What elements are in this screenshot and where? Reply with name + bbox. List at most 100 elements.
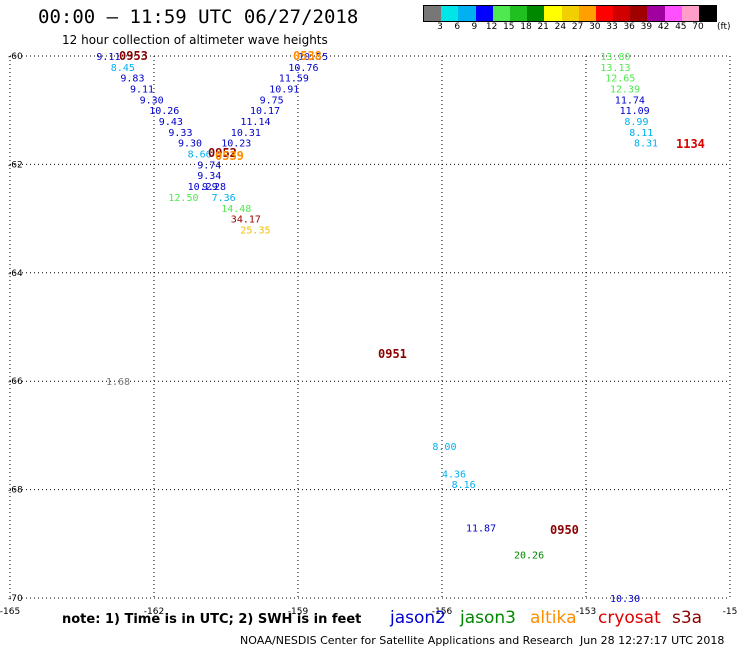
wave-height-value: 12.50 (168, 193, 198, 204)
scale-swatch (475, 6, 493, 21)
wave-height-value: 10.76 (288, 63, 318, 74)
scale-label: 45 (675, 22, 687, 32)
y-tick-label: -64 (8, 269, 23, 279)
wave-height-value: 20.26 (514, 551, 544, 562)
scale-swatch (664, 6, 682, 21)
y-tick-label: -62 (8, 160, 23, 170)
scale-swatch (681, 6, 699, 21)
scale-swatch (699, 6, 717, 21)
scale-label: 21 (537, 22, 549, 32)
scale-swatch (458, 6, 476, 21)
wave-height-value: 11.87 (466, 524, 496, 535)
pass-time-label: 0952 (208, 146, 237, 160)
y-tick-label: -68 (8, 486, 23, 496)
x-tick-label: -153 (576, 607, 596, 617)
scale-swatch (509, 6, 528, 21)
pass-time-label: 0951 (378, 347, 407, 361)
wave-height-value: 10.31 (231, 128, 261, 139)
scale-label: 12 (485, 22, 498, 32)
wave-height-value: 9.30 (140, 95, 164, 106)
wave-height-value: 10.55 (298, 52, 328, 63)
wave-height-value: 1.68 (106, 377, 130, 388)
scale-label: 15 (503, 22, 515, 32)
scale-swatch (578, 6, 596, 21)
page-subtitle: 12 hour collection of altimeter wave hei… (62, 33, 328, 47)
wave-height-value: 12.39 (610, 85, 640, 96)
scale-label: 33 (606, 22, 618, 32)
wave-height-value: 10.26 (149, 106, 179, 117)
wave-height-value: 8.31 (634, 139, 658, 150)
y-tick-label: -60 (8, 52, 23, 62)
wave-height-value: 11.14 (240, 117, 270, 128)
wave-height-value: 9.74 (197, 160, 221, 171)
wave-height-value: 4.36 (442, 469, 466, 480)
scale-label: 70 (692, 22, 704, 32)
wave-height-value: 8.66 (188, 150, 212, 161)
scale-swatch (647, 6, 665, 21)
legend-note: note: 1) Time is in UTC; 2) SWH is in fe… (62, 612, 362, 627)
scale-swatch (492, 6, 510, 21)
x-tick-label: -159 (288, 607, 309, 617)
wave-height-value: 11.74 (615, 95, 645, 106)
pass-time-label: 0538 (293, 49, 322, 63)
satellite-legend-item: jason2 (390, 608, 446, 628)
wave-height-value: 8.99 (624, 117, 648, 128)
wave-height-value: 8.45 (111, 63, 135, 74)
scale-label: 3 (437, 22, 443, 32)
scale-label: 30 (589, 22, 601, 32)
wave-height-value: 34.17 (231, 215, 261, 226)
satellite-legend-item: cryosat (598, 608, 661, 628)
scale-label: 6 (454, 22, 461, 32)
wave-height-value: 10.23 (221, 139, 251, 150)
wave-height-value: 10.17 (250, 106, 280, 117)
wave-height-value: 10.30 (610, 594, 640, 605)
wave-height-value: 8.16 (452, 480, 476, 491)
wave-height-value: 9.11 (130, 85, 154, 96)
wave-height-value: 9.11 (96, 52, 120, 63)
x-tick-label: -165 (0, 607, 20, 617)
scale-swatch (424, 6, 442, 21)
wave-height-value: 14.48 (221, 204, 251, 215)
wave-height-value: 13.13 (600, 63, 630, 74)
wave-height-value: 10.29 (188, 182, 218, 193)
scale-label: 27 (571, 22, 584, 32)
wave-height-value: 9.33 (168, 128, 192, 139)
scale-label: 9 (471, 22, 478, 32)
wave-height-value: 9.75 (260, 95, 284, 106)
x-tick-label: -15 (723, 607, 738, 617)
wave-height-value: 11.09 (620, 106, 650, 117)
grid-lines (9, 55, 731, 599)
scale-label: 18 (520, 22, 532, 32)
scale-label: 39 (640, 22, 653, 32)
wave-height-color-scale (423, 5, 718, 22)
x-tick-label: -162 (144, 607, 164, 617)
scale-swatch (527, 6, 545, 21)
pass-time-label: 0539 (215, 149, 244, 163)
scale-label: 36 (623, 22, 635, 32)
pass-time-label: 0950 (550, 523, 579, 537)
wave-height-value: 11.59 (279, 74, 309, 85)
scale-swatch (595, 6, 614, 21)
wave-height-value: 9.43 (159, 117, 183, 128)
wave-height-value: 9.30 (178, 139, 202, 150)
color-scale-unit: (ft) (717, 22, 731, 32)
wave-height-value: 9.34 (197, 171, 221, 182)
wave-height-value: 25.35 (240, 225, 270, 236)
wave-height-value: 10.91 (269, 85, 299, 96)
wave-height-value: 8.00 (432, 442, 456, 453)
y-tick-label: -66 (8, 377, 23, 387)
scale-swatch (630, 6, 648, 21)
wave-height-points: 9.118.459.839.119.3010.269.439.339.308.6… (96, 52, 658, 605)
scale-label: 42 (657, 22, 670, 32)
satellite-legend-item: jason3 (460, 608, 516, 628)
wave-height-value: 12.65 (605, 74, 635, 85)
pass-time-label: 1134 (676, 137, 705, 151)
wave-height-value: 7.36 (212, 193, 236, 204)
wave-height-value: 9.83 (120, 74, 144, 85)
axis-ticks: -165 -162 -159 -156 -153 -15 -60 -62 -64 -66 -68 -7… (0, 52, 737, 617)
scale-swatch (544, 6, 562, 21)
page-title: 00:00 – 11:59 UTC 06/27/2018 (38, 6, 359, 28)
y-tick-label: -70 (8, 594, 23, 604)
